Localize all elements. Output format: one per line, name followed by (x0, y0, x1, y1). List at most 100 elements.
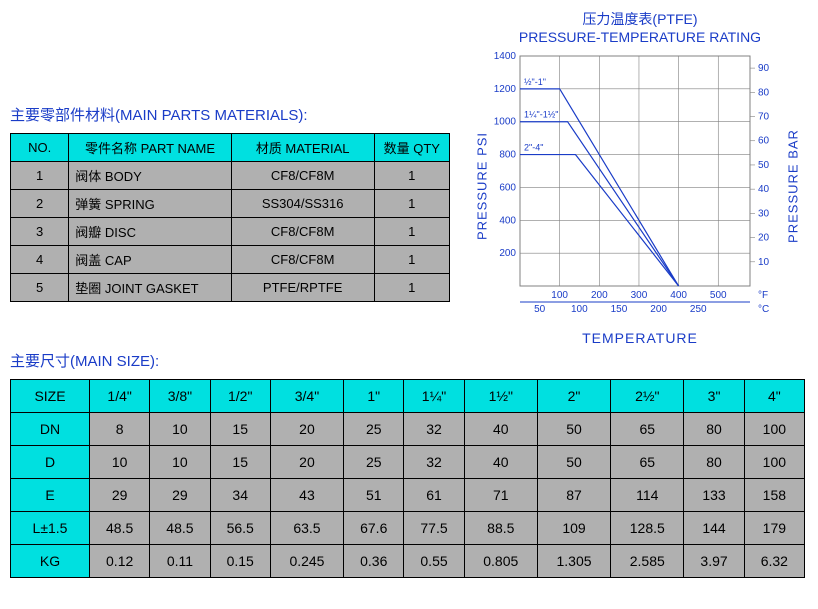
size-row-header: DN (11, 413, 90, 446)
size-cell: 109 (537, 512, 610, 545)
size-cell: 6.32 (744, 545, 804, 578)
size-cell: 65 (611, 413, 684, 446)
svg-text:60: 60 (758, 136, 770, 147)
parts-cell: CF8/CF8M (231, 246, 374, 274)
svg-text:70: 70 (758, 112, 770, 123)
chart-xlabel: TEMPERATURE (470, 330, 810, 346)
size-cell: 50 (537, 413, 610, 446)
size-cell: 0.11 (150, 545, 210, 578)
size-cell: 71 (464, 479, 537, 512)
size-cell: 15 (210, 446, 270, 479)
size-cell: 87 (537, 479, 610, 512)
size-cell: 32 (404, 446, 464, 479)
svg-text:600: 600 (499, 183, 516, 194)
size-col-header: 4" (744, 380, 804, 413)
parts-cell: 阀瓣 DISC (69, 218, 231, 246)
size-cell: 0.245 (270, 545, 343, 578)
size-cell: 67.6 (344, 512, 404, 545)
size-col-header: 1" (344, 380, 404, 413)
size-cell: 15 (210, 413, 270, 446)
svg-text:200: 200 (650, 304, 667, 315)
size-cell: 29 (90, 479, 150, 512)
size-cell: 56.5 (210, 512, 270, 545)
size-cell: 144 (684, 512, 744, 545)
size-col-header: 3/4" (270, 380, 343, 413)
parts-cell: CF8/CF8M (231, 162, 374, 190)
parts-header: NO. (11, 134, 69, 162)
size-cell: 80 (684, 413, 744, 446)
size-row-header: E (11, 479, 90, 512)
size-col-header: 1½" (464, 380, 537, 413)
size-cell: 63.5 (270, 512, 343, 545)
size-cell: 1.305 (537, 545, 610, 578)
svg-text:10: 10 (758, 257, 770, 268)
parts-cell: 垫圈 JOINT GASKET (69, 274, 231, 302)
size-cell: 114 (611, 479, 684, 512)
size-cell: 34 (210, 479, 270, 512)
size-cell: 48.5 (150, 512, 210, 545)
parts-cell: SS304/SS316 (231, 190, 374, 218)
svg-text:1200: 1200 (494, 84, 517, 95)
size-cell: 179 (744, 512, 804, 545)
svg-text:1000: 1000 (494, 117, 517, 128)
svg-text:150: 150 (611, 304, 628, 315)
svg-text:2"-4": 2"-4" (524, 143, 543, 153)
svg-text:°C: °C (758, 304, 769, 315)
parts-header: 材质 MATERIAL (231, 134, 374, 162)
svg-text:800: 800 (499, 150, 516, 161)
size-col-header: 1¼" (404, 380, 464, 413)
parts-cell: 3 (11, 218, 69, 246)
parts-cell: 1 (374, 246, 449, 274)
size-row-header: L±1.5 (11, 512, 90, 545)
svg-text:40: 40 (758, 185, 770, 196)
size-cell: 128.5 (611, 512, 684, 545)
svg-text:100: 100 (571, 304, 588, 315)
svg-text:20: 20 (758, 233, 770, 244)
size-col-header: 3" (684, 380, 744, 413)
size-col-header: 2½" (611, 380, 684, 413)
size-cell: 10 (90, 446, 150, 479)
chart-ylabel-right: PRESSURE BAR (786, 129, 801, 243)
size-cell: 32 (404, 413, 464, 446)
svg-text:400: 400 (499, 216, 516, 227)
svg-text:500: 500 (710, 290, 727, 301)
chart-svg: 2004006008001000120014001020304050607080… (480, 46, 800, 326)
size-cell: 61 (404, 479, 464, 512)
size-cell: 20 (270, 446, 343, 479)
svg-text:200: 200 (499, 249, 516, 260)
svg-text:½"-1": ½"-1" (524, 77, 546, 87)
size-cell: 80 (684, 446, 744, 479)
pressure-temperature-chart: PRESSURE PSI PRESSURE BAR 20040060080010… (480, 46, 800, 326)
size-cell: 0.55 (404, 545, 464, 578)
size-col-header: 1/2" (210, 380, 270, 413)
size-cell: 51 (344, 479, 404, 512)
size-cell: 77.5 (404, 512, 464, 545)
size-cell: 2.585 (611, 545, 684, 578)
parts-cell: 阀体 BODY (69, 162, 231, 190)
parts-table: NO.零件名称 PART NAME材质 MATERIAL数量 QTY 1阀体 B… (10, 133, 450, 302)
size-cell: 0.805 (464, 545, 537, 578)
parts-cell: 4 (11, 246, 69, 274)
size-cell: 0.15 (210, 545, 270, 578)
svg-text:300: 300 (631, 290, 648, 301)
size-cell: 88.5 (464, 512, 537, 545)
size-cell: 10 (150, 446, 210, 479)
parts-cell: 弹簧 SPRING (69, 190, 231, 218)
chart-title-cn: 压力温度表(PTFE) (582, 11, 697, 27)
size-cell: 0.36 (344, 545, 404, 578)
chart-ylabel-left: PRESSURE PSI (475, 132, 490, 240)
svg-text:50: 50 (534, 304, 546, 315)
parts-cell: 1 (374, 190, 449, 218)
parts-cell: CF8/CF8M (231, 218, 374, 246)
size-cell: 50 (537, 446, 610, 479)
size-cell: 48.5 (90, 512, 150, 545)
chart-title: 压力温度表(PTFE) PRESSURE-TEMPERATURE RATING (470, 10, 810, 46)
size-row-header: D (11, 446, 90, 479)
size-cell: 100 (744, 446, 804, 479)
size-row-header: SIZE (11, 380, 90, 413)
parts-header: 数量 QTY (374, 134, 449, 162)
svg-text:90: 90 (758, 63, 770, 74)
parts-cell: PTFE/RPTFE (231, 274, 374, 302)
svg-text:400: 400 (670, 290, 687, 301)
chart-title-en: PRESSURE-TEMPERATURE RATING (519, 29, 761, 45)
